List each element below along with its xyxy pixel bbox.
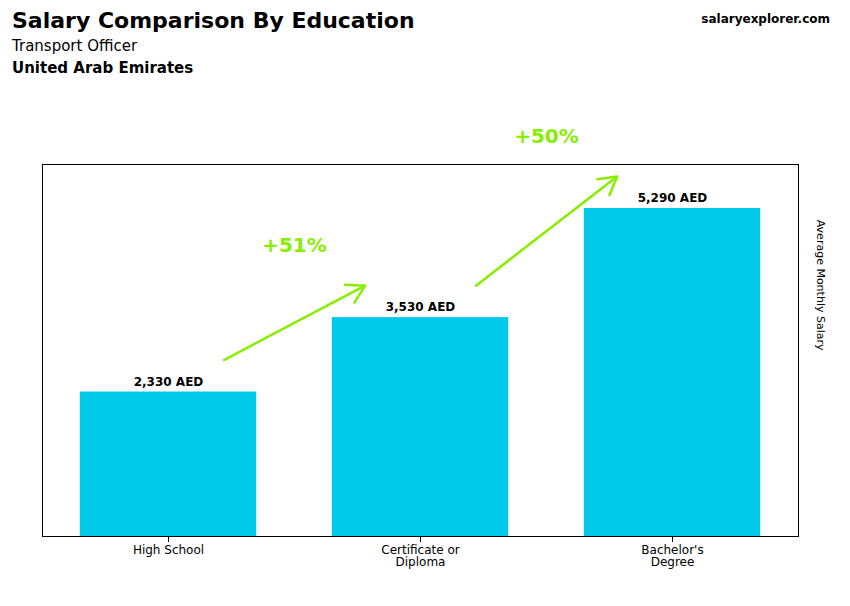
html-text:Transport Officer: Transport Officer [12,37,138,55]
svg-text:High School: High School [133,543,204,557]
svg-text:Bachelor'sDegree: Bachelor'sDegree [641,543,703,569]
svg-text:Certificate orDiploma: Certificate orDiploma [381,543,459,569]
html-text:Salary Comparison By Education: Salary Comparison By Education [12,8,415,33]
svg-text:2,330 AED: 2,330 AED [134,375,204,389]
svg-text:+50%: +50% [514,124,579,148]
svg-text:+51%: +51% [262,233,327,257]
svg-text:5,290 AED: 5,290 AED [638,191,708,205]
html-text:United Arab Emirates: United Arab Emirates [12,59,194,77]
html-text:salaryexplorer.com: salaryexplorer.com [701,12,830,26]
svg-text:Average Monthly Salary: Average Monthly Salary [814,220,827,351]
svg-text:3,530 AED: 3,530 AED [386,300,456,314]
